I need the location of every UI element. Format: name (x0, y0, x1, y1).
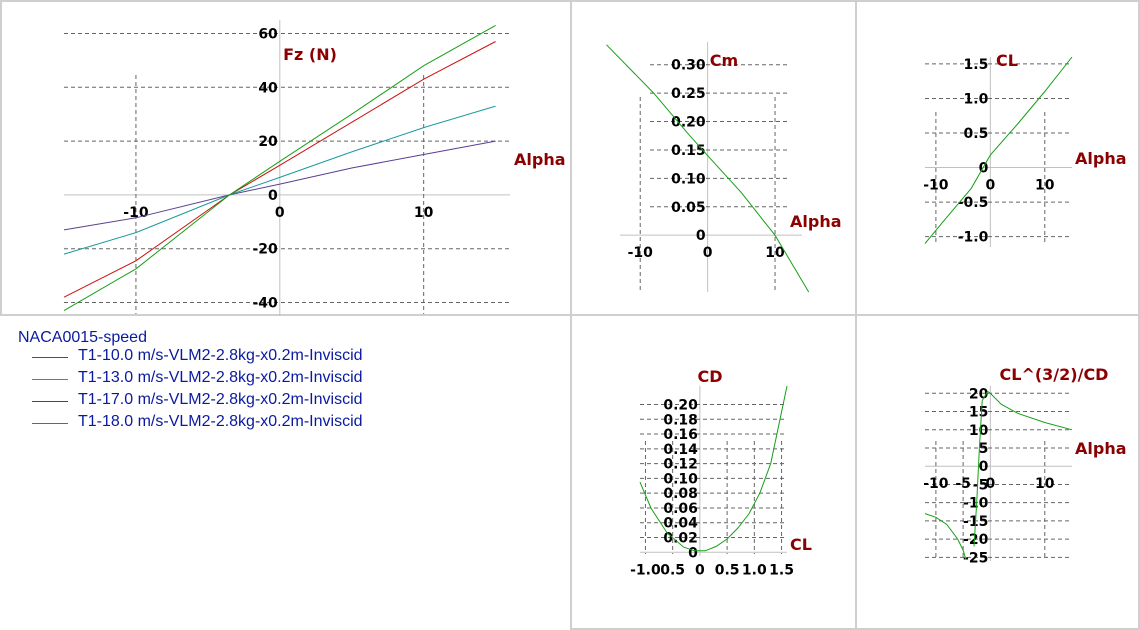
y-tick-label: 0.10 (663, 471, 698, 487)
y-tick-label: 40 (258, 80, 278, 96)
x-tick-label: 10 (414, 205, 434, 221)
y-tick-label: 0 (979, 161, 989, 177)
chart-panel-fz: -40 -20 0 20 40 60 -10 0 10 Fz (N) Alpha (0, 0, 572, 316)
legend-label: T1-13.0 m/s-VLM2-2.8kg-x0.2m-Inviscid (78, 369, 363, 386)
legend-label: T1-10.0 m/s-VLM2-2.8kg-x0.2m-Inviscid (78, 347, 363, 364)
y-tick-label: 0 (268, 188, 278, 204)
x-axis-label: Alpha (514, 150, 566, 169)
y-tick-label: -10 (963, 496, 989, 512)
y-tick-label: 5 (979, 441, 989, 457)
y-tick-label: 15 (969, 405, 988, 421)
y-tick-label: 0.20 (671, 115, 706, 131)
chart-title: CL (996, 51, 1018, 70)
series-line (639, 385, 788, 552)
cm-chart: 0 0.05 0.10 0.15 0.20 0.25 0.30 -10 0 10 Cm Alpha (606, 42, 842, 293)
chart-title: CD (697, 367, 722, 386)
chart-panel-cd: 0 0.02 0.04 0.06 0.08 0.10 0.12 0.14 0.16 0.18 0.2… (570, 314, 857, 630)
cd-chart: 00.020.040.060.080.100.120.140.160.180.2… (630, 367, 812, 578)
y-tick-label: 0.02 (663, 531, 698, 547)
x-tick-label: 10 (765, 245, 785, 261)
chart-title: Fz (N) (283, 45, 337, 64)
x-tick-label: 0 (703, 245, 713, 261)
y-tick-label: -1.0 (958, 230, 989, 246)
x-tick-label: 0 (985, 476, 995, 492)
chart-panel-cm: 0 0.05 0.10 0.15 0.20 0.25 0.30 -10 0 10 Cm Alpha (570, 0, 857, 316)
series-line (924, 56, 1073, 244)
y-tick-label: 0.15 (671, 143, 706, 159)
legend-swatch (32, 379, 68, 380)
y-tick-label: 0.16 (663, 427, 698, 443)
series-line (973, 400, 983, 547)
legend-title: NACA0015-speed (18, 329, 147, 346)
legend-label: T1-18.0 m/s-VLM2-2.8kg-x0.2m-Inviscid (78, 413, 363, 430)
y-tick-label: 10 (969, 423, 989, 439)
legend-swatch (32, 401, 68, 402)
x-tick-label: 1.0 (742, 562, 767, 578)
x-tick-label: -5 (955, 476, 971, 492)
legend-swatch (32, 423, 68, 424)
x-tick-label: 10 (1035, 476, 1055, 492)
chart-panel-cl32cd: -25 -20 -15 -10 -5 0 5 10 15 20 -10 -5 0 10 CL^(3/2)/C… (855, 314, 1140, 630)
y-tick-label: 1.5 (964, 57, 989, 73)
legend: NACA0015-speed T1-10.0 m/s-VLM2-2.8kg-x0… (0, 313, 570, 630)
y-tick-label: 0 (979, 459, 989, 475)
y-tick-label: 0.08 (663, 486, 698, 502)
x-tick-label: 1.5 (769, 562, 794, 578)
x-tick-label: -10 (923, 476, 949, 492)
series-line (606, 44, 810, 293)
x-tick-label: 10 (1035, 178, 1055, 194)
y-tick-label: 0.10 (671, 171, 706, 187)
series-line (63, 41, 496, 298)
y-tick-label: -20 (963, 532, 989, 548)
series-line (63, 105, 496, 255)
y-tick-label: 60 (258, 26, 278, 42)
y-tick-label: 0.5 (964, 126, 989, 142)
y-tick-label: 0.12 (663, 457, 698, 473)
y-tick-label: 0.25 (671, 86, 706, 102)
x-axis-label: Alpha (1075, 439, 1127, 458)
x-tick-label: -10 (628, 245, 654, 261)
series-line (63, 140, 496, 231)
y-tick-label: 20 (258, 134, 278, 150)
x-tick-label: 0 (985, 178, 995, 194)
y-tick-label: -5 (973, 477, 989, 493)
series-line (63, 24, 496, 312)
x-tick-label: 0 (695, 562, 705, 578)
y-tick-label: -40 (253, 296, 279, 312)
x-axis-label: Alpha (790, 212, 842, 231)
chart-title: Cm (710, 51, 738, 70)
chart-title: CL^(3/2)/CD (1000, 365, 1109, 384)
y-tick-label: 0.06 (663, 501, 698, 517)
x-tick-label: -10 (123, 205, 149, 221)
x-tick-label: 0 (275, 205, 285, 221)
legend-swatch (32, 357, 68, 358)
x-axis-label: CL (790, 535, 812, 554)
x-tick-label: 0.5 (715, 562, 740, 578)
series-line (981, 390, 1073, 431)
series-line (924, 513, 967, 560)
y-tick-label: 0.20 (663, 397, 698, 413)
fz-chart: -40 -20 0 20 40 60 -10 0 10 Fz (N) Alpha (63, 20, 566, 316)
y-tick-label: 0.14 (663, 442, 698, 458)
chart-panel-cl: -1.0 -0.5 0 0.5 1.0 1.5 -10 0 10 CL Alpha (855, 0, 1140, 316)
y-tick-label: 1.0 (964, 91, 989, 107)
y-tick-label: -25 (963, 550, 988, 566)
x-tick-label: -1.0 (630, 562, 661, 578)
y-tick-label: 0.05 (671, 200, 706, 216)
y-tick-label: -20 (253, 242, 279, 258)
y-tick-label: 0.30 (671, 58, 706, 74)
x-tick-label: 0.5 (660, 562, 685, 578)
y-tick-label: -0.5 (958, 195, 989, 211)
y-tick-label: 0 (696, 228, 706, 244)
legend-label: T1-17.0 m/s-VLM2-2.8kg-x0.2m-Inviscid (78, 391, 363, 408)
y-tick-label: 0.04 (663, 516, 698, 532)
y-tick-label: 0 (688, 545, 698, 561)
y-tick-label: 0.18 (663, 412, 698, 428)
x-axis-label: Alpha (1075, 149, 1127, 168)
x-tick-label: -10 (923, 178, 949, 194)
